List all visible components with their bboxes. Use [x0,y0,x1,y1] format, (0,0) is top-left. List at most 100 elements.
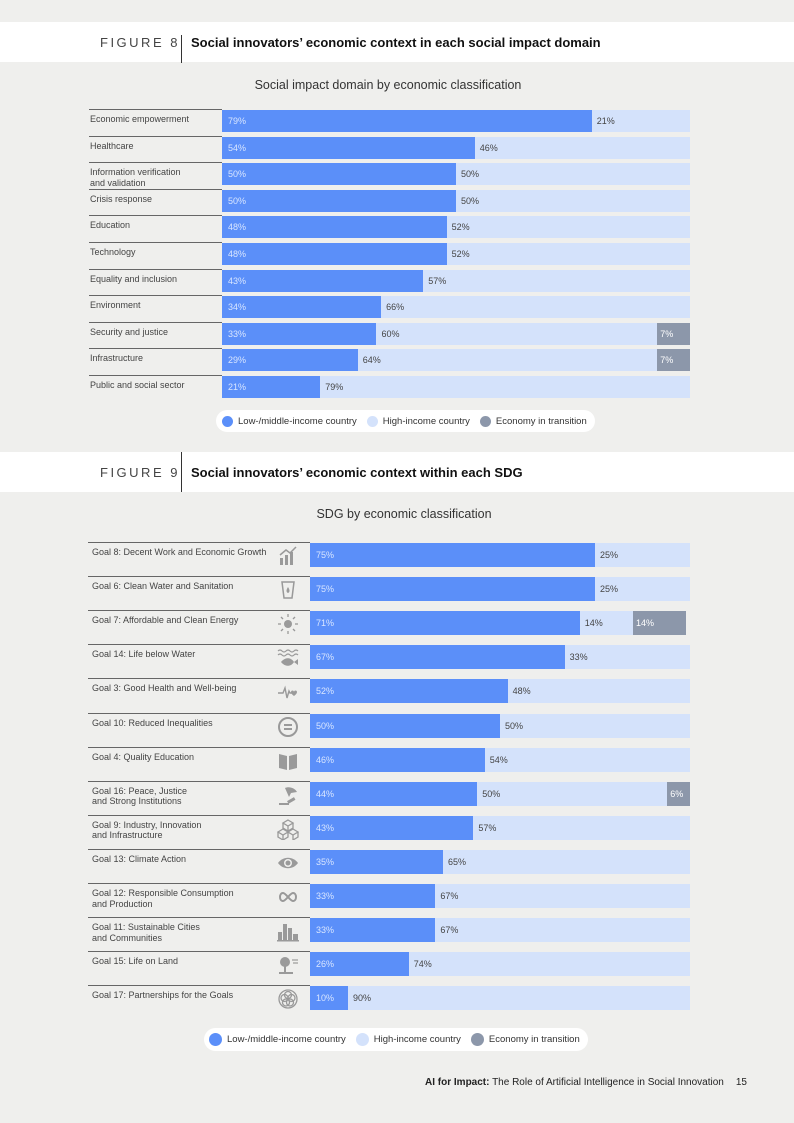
stacked-bar: 50% 50% [222,163,690,186]
bar-low-income: 48% [222,243,447,265]
row-separator [89,348,222,350]
legend-swatch-transition [479,415,491,427]
legend-label-transition: Economy in transition [495,415,587,427]
stacked-bar: 46% 54% [310,747,690,772]
figure9-label: FIGURE 9 [100,465,180,480]
bar-low-income: 50% [310,713,500,738]
figure9-legend: Low-/middle-income country High-income c… [204,1028,588,1051]
data-label: 52% [451,222,470,233]
data-label: 75% [316,584,335,595]
bar-low-income: 33% [310,884,436,908]
figure9-header: FIGURE 9 Social innovators’ economic con… [0,452,794,492]
row-label: Goal 10: Reduced Inequalities [92,717,213,728]
bar-high-income: 21% [591,110,690,132]
data-label: 21% [596,116,615,126]
data-label: 34% [228,302,247,313]
row-label: Crisis response [90,193,153,204]
legend-item-transition: Economy in transition [470,1033,580,1046]
data-label: 14% [636,618,655,629]
row-label: Goal 4: Quality Education [92,751,195,762]
row-separator [88,644,310,646]
bar-high-income: 52% [446,243,690,265]
stacked-bar: 35% 65% [310,849,690,874]
legend-item-high: High-income country [366,415,470,427]
figure8-title: Social innovators’ economic context in e… [191,35,601,50]
data-label: 60% [381,328,400,339]
row-separator [89,162,222,164]
data-label: 46% [479,142,498,153]
page-number: 15 [735,1077,747,1088]
stacked-bar: 71% 14% 14% [310,611,690,636]
row-label: Infrastructure [90,353,144,364]
stacked-bar: 21% 79% [222,376,690,398]
data-label: 50% [316,720,335,731]
row-label: Education [90,220,131,231]
data-label: 71% [316,618,335,629]
stacked-bar: 67% 33% [310,645,690,670]
stacked-bar: 44% 50% 6% [310,781,690,806]
bar-high-income: 57% [423,269,690,292]
legend-label-transition: Economy in transition [488,1034,580,1045]
legend-item-high: High-income country [355,1033,461,1046]
bar-high-income: 48% [507,679,690,704]
figure8-label: FIGURE 8 [100,35,180,50]
water-drop-icon [277,579,299,601]
legend-label-low: Low-/middle-income country [238,415,357,427]
bar-low-income: 46% [310,747,485,772]
legend-swatch-low [209,1033,222,1046]
eye-globe-icon [277,852,299,874]
row-label: Goal 12: Responsible Consumption and Prod… [92,888,234,909]
bar-low-income: 71% [310,611,580,636]
data-label: 48% [228,222,247,233]
data-label: 50% [228,195,247,206]
stacked-bar: 75% 25% [310,577,690,602]
bar-high-income: 52% [446,216,690,239]
stacked-bar: 29% 64% 7% [222,349,690,372]
bar-transition: 7% [657,322,690,345]
tree-icon [277,954,299,976]
data-label: 26% [316,959,335,970]
bar-low-income: 33% [310,918,436,943]
row-label: Goal 7: Affordable and Clean Energy [92,615,239,626]
stacked-bar: 54% 46% [222,136,690,159]
stacked-bar: 43% 57% [222,269,690,292]
row-label: Goal 8: Decent Work and Economic Growth [92,547,267,557]
data-label: 50% [461,169,480,180]
row-label: Economic empowerment [90,114,190,124]
bar-high-income: 14% [579,611,633,636]
data-label: 33% [316,925,335,936]
bar-low-income: 29% [222,349,358,372]
data-label: 6% [670,788,684,799]
row-label: Equality and inclusion [90,273,178,284]
stacked-bar: 75% 25% [310,543,690,567]
heartbeat-icon [277,681,299,703]
figure9-chart-title: SDG by economic classification [316,507,492,521]
stacked-bar: 10% 90% [310,986,690,1011]
data-label: 43% [228,275,247,286]
data-label: 7% [660,355,674,366]
data-label: 79% [325,382,344,392]
figure9-title: Social innovators’ economic context with… [191,465,523,480]
data-label: 67% [440,891,459,901]
bar-low-income: 50% [222,163,456,186]
bar-high-income: 50% [456,163,690,186]
row-separator [88,848,310,850]
legend-item-low: Low-/middle-income country [209,1033,346,1046]
bar-high-income: 65% [443,849,690,874]
row-separator [89,375,222,376]
data-label: 64% [362,355,381,366]
data-label: 14% [584,618,603,629]
row-separator [89,215,222,217]
data-label: 52% [451,249,470,259]
page-footer: AI for Impact: The Role of Artificial In… [425,1077,747,1088]
growth-chart-icon [277,545,299,567]
figure8-divider [181,35,182,63]
data-label: 65% [448,856,467,867]
data-label: 43% [316,822,335,833]
bar-low-income: 67% [310,645,565,670]
data-label: 33% [569,652,588,663]
city-buildings-icon [277,920,299,942]
row-label: Goal 6: Clean Water and Sanitation [92,581,234,592]
data-label: 52% [316,686,335,697]
row-separator [89,321,222,323]
